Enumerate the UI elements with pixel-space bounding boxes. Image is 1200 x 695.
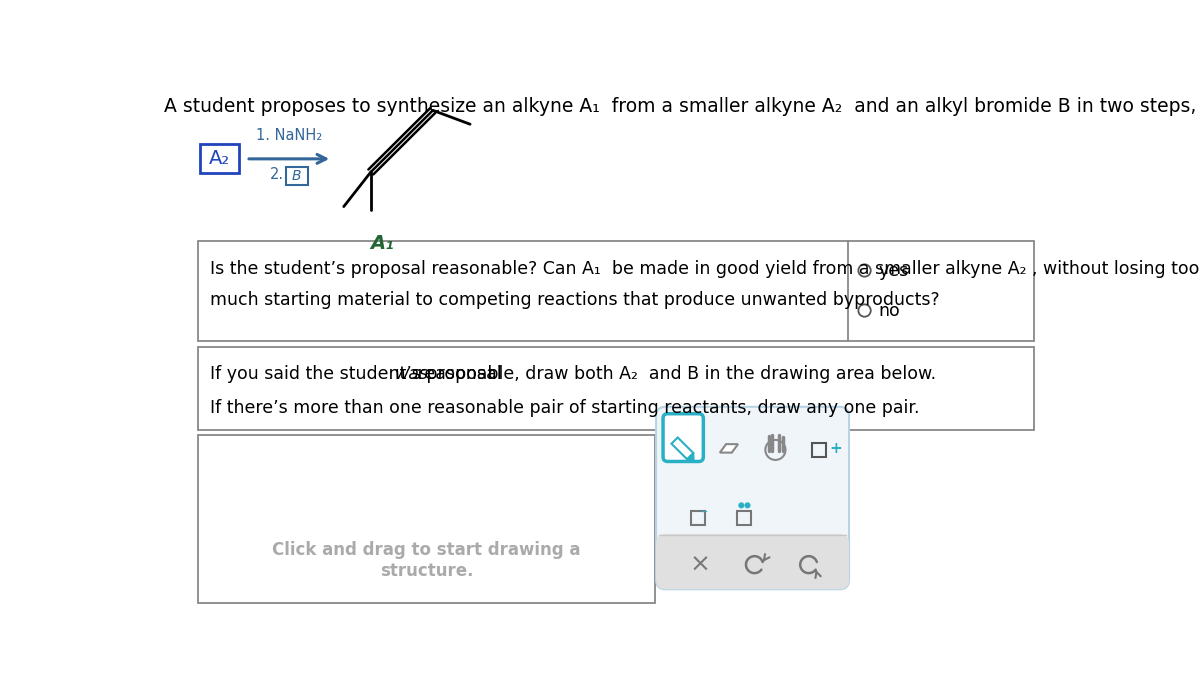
Text: If there’s more than one reasonable pair of starting reactants, draw any one pai: If there’s more than one reasonable pair… [210, 399, 920, 417]
Bar [198, 435, 655, 603]
FancyBboxPatch shape [656, 534, 850, 589]
Text: A₂: A₂ [209, 149, 230, 168]
Text: much starting material to competing reactions that produce unwanted byproducts?: much starting material to competing reac… [210, 291, 940, 309]
Text: yes: yes [878, 261, 908, 279]
Bar [691, 511, 704, 525]
Text: ×: × [690, 553, 710, 577]
Polygon shape [688, 453, 694, 459]
Text: –: – [700, 506, 707, 520]
Text: Is the student’s proposal reasonable? Can A₁  be made in good yield from a small: Is the student’s proposal reasonable? Ca… [210, 261, 1200, 279]
FancyBboxPatch shape [664, 414, 703, 461]
Polygon shape [672, 437, 694, 459]
Text: If you said the student’s proposal: If you said the student’s proposal [210, 365, 508, 383]
Bar [812, 443, 826, 457]
Bar [738, 511, 751, 525]
Text: 2.: 2. [270, 167, 284, 181]
Text: +: + [829, 441, 841, 457]
FancyBboxPatch shape [656, 407, 850, 589]
FancyBboxPatch shape [286, 167, 307, 185]
Text: B: B [292, 169, 301, 183]
Text: 1. NaNH₂: 1. NaNH₂ [256, 129, 323, 143]
Bar [198, 347, 1033, 430]
Bar [659, 535, 846, 545]
Text: A student proposes to synthesize an alkyne A₁  from a smaller alkyne A₂  and an : A student proposes to synthesize an alky… [164, 97, 1200, 116]
Circle shape [739, 503, 744, 507]
Text: Click and drag to start drawing a
structure.: Click and drag to start drawing a struct… [272, 541, 581, 580]
Circle shape [745, 503, 750, 507]
Text: no: no [878, 302, 900, 320]
Bar [198, 241, 1033, 341]
FancyBboxPatch shape [200, 145, 239, 174]
Polygon shape [720, 444, 738, 452]
Text: reasonable, draw both A₂  and B in the drawing area below.: reasonable, draw both A₂ and B in the dr… [412, 365, 936, 383]
Text: was: was [395, 365, 428, 383]
Text: A₁: A₁ [371, 234, 395, 252]
